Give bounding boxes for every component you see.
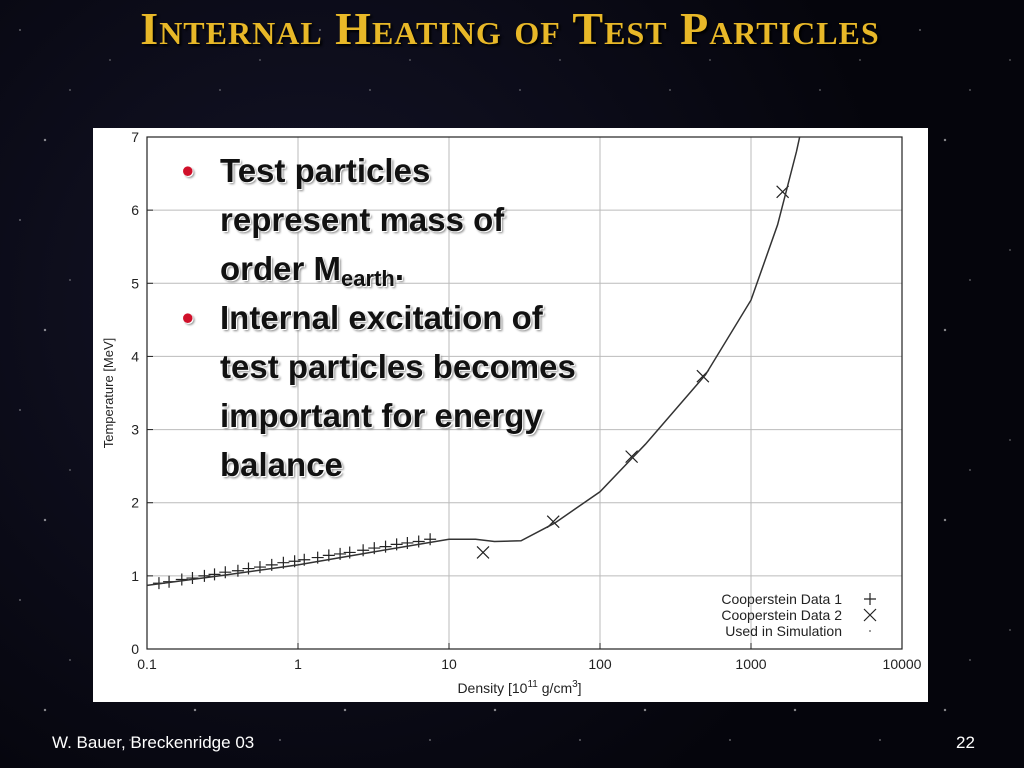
superscript: 11 (527, 679, 538, 690)
bullet-text: . (394, 250, 404, 287)
page-number: 22 (956, 733, 975, 752)
bullet-text: Internal excitation of test particles be… (220, 299, 576, 483)
y-tick-label: 2 (131, 495, 139, 511)
plus-marker (253, 561, 266, 574)
y-tick-label: 1 (131, 568, 139, 584)
x-tick-label: 100 (588, 656, 612, 672)
label-part: g/cm (538, 680, 572, 696)
plus-marker (219, 566, 232, 579)
y-tick-label: 4 (131, 348, 139, 364)
plus-marker (208, 568, 221, 581)
y-tick-label: 3 (131, 422, 139, 438)
bullet: Test particles represent mass of order M… (182, 146, 582, 293)
plus-marker (242, 562, 255, 575)
bullet-list: Test particles represent mass of order M… (182, 146, 582, 489)
x-tick-label: 10 (441, 656, 457, 672)
y-tick-label: 6 (131, 202, 139, 218)
plus-marker (864, 593, 876, 605)
plus-marker (186, 572, 199, 585)
series-line (146, 136, 801, 587)
slide-title: Internal Heating of Test Particles (140, 3, 880, 54)
legend-label: Cooperstein Data 2 (721, 607, 842, 623)
cross-marker (625, 450, 639, 464)
subscript: earth (341, 266, 395, 291)
x-tick-label: 0.1 (137, 656, 157, 672)
legend-label: Used in Simulation (725, 623, 842, 639)
superscript: 3 (572, 679, 578, 690)
plus-marker (198, 569, 211, 582)
label-part: Density [10 (457, 680, 527, 696)
x-axis-label: Density [1011 g/cm3] (457, 679, 581, 696)
x-tick-label: 1000 (735, 656, 766, 672)
y-tick-label: 7 (131, 129, 139, 145)
label-part: ] (578, 680, 582, 696)
cross-marker (863, 608, 877, 622)
x-tick-label: 10000 (883, 656, 922, 672)
x-tick-label: 1 (294, 656, 302, 672)
y-axis-label: Temperature [MeV] (101, 338, 116, 449)
plot-frame (146, 136, 903, 650)
plus-marker (412, 535, 425, 548)
cross-marker (476, 546, 490, 559)
y-tick-label: 5 (131, 275, 139, 291)
legend-label: Cooperstein Data 1 (721, 591, 842, 607)
bullet-text: Test particles represent mass of order M (220, 152, 505, 287)
y-tick-label: 0 (131, 641, 139, 657)
footer-left: W. Bauer, Breckenridge 03 (52, 733, 255, 752)
plus-marker (231, 564, 244, 577)
plus-marker (424, 533, 437, 546)
bullet: Internal excitation of test particles be… (182, 293, 582, 489)
